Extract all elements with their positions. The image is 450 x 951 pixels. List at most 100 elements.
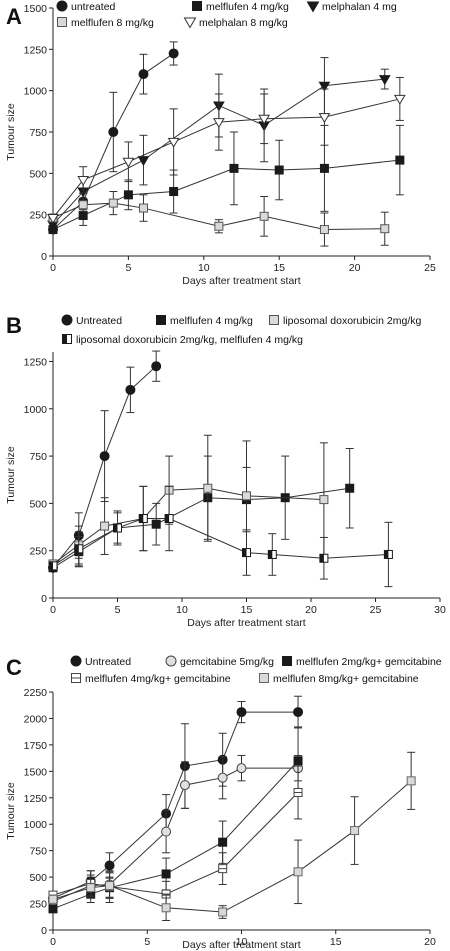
data-point: [242, 548, 251, 558]
series-line: [52, 98, 400, 219]
x-tick-label: 10: [176, 604, 188, 616]
legend-item: liposomal doxorubicin 2mg/kg, melflufen …: [62, 334, 303, 346]
data-point: [122, 157, 135, 168]
y-axis-label: Tumour size: [5, 446, 17, 504]
legend-marker: [306, 1, 320, 13]
data-point: [293, 787, 303, 797]
data-point: [319, 553, 329, 563]
series-line: [52, 159, 400, 230]
series-line: [52, 780, 412, 913]
y-tick-label: 1750: [24, 740, 48, 752]
x-tick-label: 20: [305, 604, 317, 616]
data-point: [217, 772, 228, 783]
data-point: [258, 114, 270, 125]
x-tick-label: 20: [424, 936, 436, 948]
legend-label: Untreated: [85, 656, 131, 668]
legend-label: melflufen 2mg/kg+ gemcitabine: [296, 656, 442, 668]
legend-marker: [183, 17, 197, 29]
data-point: [167, 137, 180, 148]
legend-marker: [62, 334, 72, 344]
series-4: [48, 191, 390, 247]
y-tick-label: 250: [29, 899, 47, 911]
data-point: [161, 869, 171, 879]
y-tick-label: 0: [41, 251, 47, 263]
x-tick-label: 10: [198, 262, 210, 274]
data-point: [78, 200, 88, 210]
series-5: [47, 76, 406, 224]
data-point: [319, 495, 329, 505]
chart-panel-c: C 0 250 500 750 1000 1250 1500 1750 2000 2250 0 5 10 1…: [5, 655, 442, 951]
legend-marker: [282, 656, 292, 666]
x-axis-label: Days after treatment start: [187, 617, 306, 629]
y-tick-label: 750: [29, 846, 47, 858]
series-2: [48, 124, 405, 235]
data-point: [213, 118, 225, 129]
data-point: [318, 113, 331, 124]
data-point: [125, 384, 136, 395]
x-axis-label: Days after treatment start: [182, 939, 301, 951]
data-point: [138, 514, 148, 524]
data-point: [259, 211, 269, 221]
legend-marker: [259, 673, 269, 683]
data-point: [138, 69, 149, 80]
series-line: [52, 792, 299, 896]
data-point: [74, 544, 84, 554]
data-point: [48, 904, 58, 914]
x-axis-label: Days after treatment start: [182, 275, 301, 287]
y-tick-label: 500: [29, 168, 47, 180]
data-point: [242, 491, 251, 501]
data-point: [293, 867, 303, 877]
legend-item: Untreated: [61, 314, 122, 327]
legend-label: untreated: [71, 1, 116, 13]
data-point: [383, 549, 393, 559]
series-line: [52, 760, 299, 910]
y-tick-label: 250: [29, 546, 47, 558]
data-point: [151, 361, 162, 372]
data-point: [48, 561, 58, 571]
series-line: [52, 202, 385, 231]
x-tick-label: 5: [115, 604, 121, 616]
series-5: [48, 751, 416, 921]
y-tick-label: 1000: [24, 819, 48, 831]
y-tick-label: 1250: [24, 793, 48, 805]
data-point: [350, 826, 360, 836]
data-point: [104, 860, 115, 871]
y-tick-label: 1000: [24, 404, 48, 416]
x-tick-label: 5: [144, 936, 150, 948]
legend-item: melflufen 4 mg/kg: [156, 315, 253, 327]
y-tick-label: 500: [29, 498, 47, 510]
data-point: [267, 549, 277, 559]
data-point: [214, 221, 224, 231]
data-point: [406, 776, 416, 786]
data-point: [218, 907, 228, 917]
data-point: [179, 780, 190, 791]
data-point: [380, 224, 390, 234]
y-tick-label: 1500: [24, 766, 48, 778]
y-tick-label: 750: [29, 451, 47, 463]
x-tick-label: 20: [349, 262, 361, 274]
y-tick-label: 1000: [24, 86, 48, 98]
x-tick-label: 25: [370, 604, 382, 616]
panel-label: A: [6, 4, 22, 29]
data-point: [293, 756, 303, 766]
legend-item: melphalan 8 mg/kg: [183, 17, 288, 29]
data-point: [48, 894, 58, 904]
legend-item: gemcitabine 5mg/kg: [165, 655, 274, 668]
series-2: [48, 448, 355, 573]
legend-marker: [192, 1, 202, 11]
legend: Untreated gemcitabine 5mg/kg melflufen 2mg…: [70, 655, 442, 685]
data-point: [395, 155, 405, 165]
data-point: [293, 707, 304, 718]
x-tick-label: 5: [125, 262, 131, 274]
legend-marker: [269, 315, 279, 325]
legend-item: melphalan 4 mg: [306, 1, 397, 13]
legend-label: gemcitabine 5mg/kg: [180, 656, 274, 668]
y-tick-label: 750: [29, 127, 47, 139]
legend-marker: [57, 17, 67, 27]
y-tick-label: 0: [41, 593, 47, 605]
legend-marker: [70, 655, 82, 667]
y-tick-label: 2250: [24, 687, 48, 699]
legend-label: melphalan 8 mg/kg: [199, 17, 288, 29]
data-point: [77, 175, 90, 186]
